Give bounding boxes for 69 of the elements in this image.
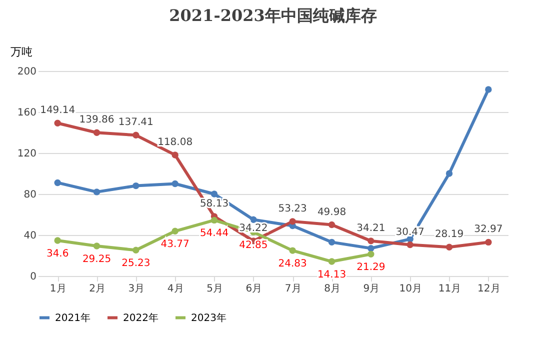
point <box>210 216 218 224</box>
x-tick-label: 3月 <box>128 284 145 294</box>
data-label: 43.77 <box>160 239 190 250</box>
data-label: 34.21 <box>356 222 386 234</box>
data-label: 24.83 <box>278 258 307 270</box>
point <box>132 182 140 190</box>
data-label: 29.25 <box>82 254 112 266</box>
y-tick-label: 200 <box>17 66 36 78</box>
point <box>172 180 178 188</box>
point <box>210 190 218 198</box>
data-label: 42.85 <box>239 240 268 252</box>
y-tick-label: 0 <box>30 272 36 282</box>
data-label: 21.29 <box>356 262 386 274</box>
legend-label: 2021年 <box>55 312 90 324</box>
data-label: 34.6 <box>46 248 69 260</box>
y-tick-label: 160 <box>17 108 36 118</box>
x-tick-label: 2月 <box>89 284 106 294</box>
point <box>446 244 453 250</box>
data-label: 32.97 <box>474 224 503 236</box>
point <box>485 238 492 246</box>
point <box>132 246 140 254</box>
x-tick-label: 1月 <box>50 284 66 294</box>
legend-label: 2023年 <box>191 312 226 324</box>
point <box>289 247 296 254</box>
point <box>250 216 257 223</box>
point <box>368 238 374 244</box>
x-tick-label: 7月 <box>284 284 302 294</box>
data-label: 137.41 <box>118 117 154 128</box>
x-tick-label: 4月 <box>167 284 184 294</box>
point <box>328 221 336 228</box>
data-label: 118.08 <box>158 136 193 148</box>
x-tick-label: 8月 <box>324 284 340 294</box>
point <box>54 237 61 244</box>
x-tick-label: 11月 <box>438 284 462 294</box>
point <box>368 250 374 258</box>
point <box>328 258 336 265</box>
y-tick-label: 80 <box>24 190 36 200</box>
y-tick-label: 40 <box>24 230 36 242</box>
data-label: 28.19 <box>434 229 464 240</box>
chart-title: 2021-2023年中国纯碱库存 <box>169 6 377 25</box>
data-label: 53.23 <box>278 203 307 214</box>
point <box>93 129 100 136</box>
x-tick-label: 9月 <box>363 284 380 294</box>
point <box>172 152 178 158</box>
point <box>485 86 492 93</box>
point <box>406 241 414 248</box>
data-label: 54.44 <box>200 228 229 240</box>
point <box>54 179 61 186</box>
point <box>93 242 100 250</box>
point <box>93 188 100 196</box>
point <box>446 170 453 177</box>
legend-label: 2022年 <box>123 312 158 324</box>
y-axis-title: 万吨 <box>10 46 32 58</box>
point <box>328 238 336 246</box>
x-tick-label: 6月 <box>246 284 262 294</box>
point <box>54 120 61 126</box>
x-tick-label: 10月 <box>399 284 422 294</box>
point <box>132 132 140 138</box>
data-label: 149.14 <box>40 105 76 116</box>
x-tick-label: 5月 <box>206 284 223 294</box>
data-label: 14.13 <box>317 270 346 281</box>
y-tick-label: 120 <box>17 148 36 160</box>
data-label: 25.23 <box>122 258 150 270</box>
point <box>368 244 374 252</box>
data-label: 139.86 <box>79 114 114 126</box>
point <box>289 218 296 225</box>
point <box>172 228 178 234</box>
data-label: 49.98 <box>317 206 346 218</box>
x-tick-label: 12月 <box>478 284 500 294</box>
